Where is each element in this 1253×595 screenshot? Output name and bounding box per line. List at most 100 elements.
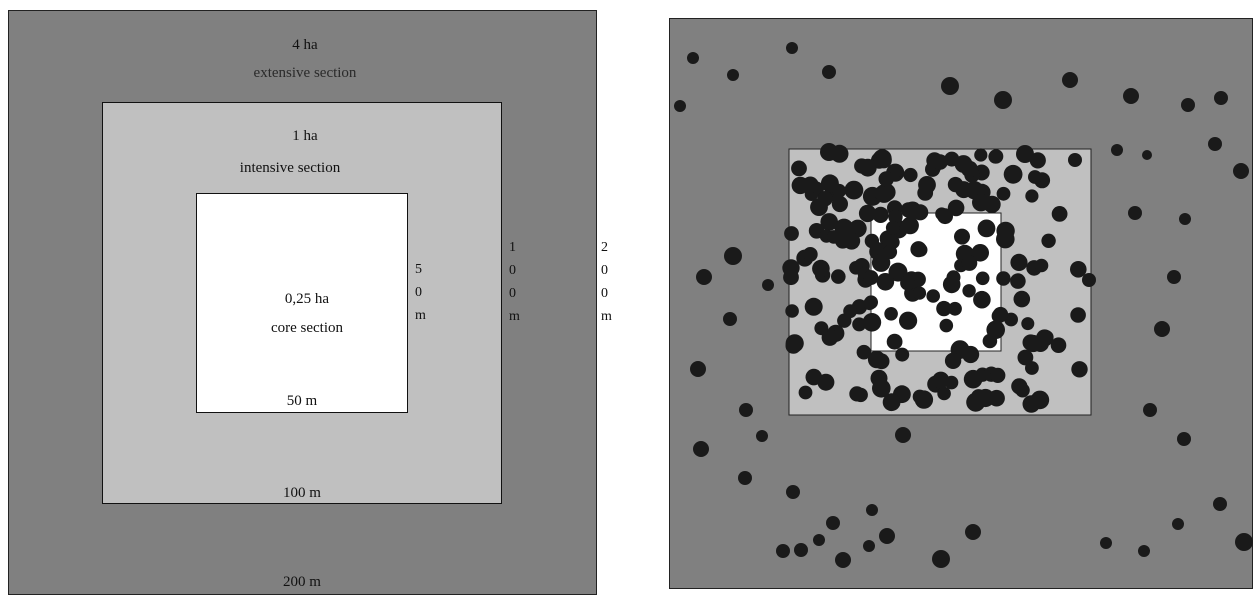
tree-dot: [1041, 233, 1056, 248]
tree-dot: [1214, 91, 1228, 105]
tree-dot: [1181, 98, 1195, 112]
intensive-vertical-char: 0: [509, 263, 516, 278]
tree-dot: [1029, 152, 1046, 169]
tree-dot: [966, 392, 986, 412]
intensive-name-label: intensive section: [239, 160, 341, 176]
tree-dot: [954, 155, 973, 173]
tree-dot: [871, 253, 891, 272]
tree-dot: [866, 504, 878, 516]
tree-dot: [937, 386, 951, 401]
tree-dot: [936, 300, 952, 317]
tree-dot: [972, 193, 990, 212]
tree-dot: [813, 534, 825, 546]
tree-dot: [690, 361, 706, 377]
tree-dot: [1123, 88, 1139, 104]
extensive-side-label: 200 m: [283, 574, 321, 590]
tree-dot: [1015, 383, 1030, 398]
extensive-vertical-char: 0: [601, 263, 608, 278]
tree-dot: [1021, 317, 1035, 331]
tree-dot: [948, 301, 962, 316]
tree-dot: [804, 297, 823, 316]
tree-dot: [872, 379, 891, 398]
tree-dot: [878, 171, 894, 187]
tree-dot: [856, 344, 872, 360]
tree-dot: [1213, 497, 1227, 511]
tree-dot: [724, 247, 742, 265]
tree-dot: [784, 226, 799, 241]
tree-dot: [739, 403, 753, 417]
tree-dot: [961, 255, 978, 271]
tree-dot: [1138, 545, 1150, 557]
tree-dot: [884, 307, 898, 321]
tree-dot: [903, 201, 922, 220]
tree-dot: [1036, 329, 1054, 347]
tree-dot: [1025, 189, 1039, 203]
tree-dot: [826, 516, 840, 530]
tree-dot: [1208, 137, 1222, 151]
tree-dot: [687, 52, 699, 64]
extensive-area-label: 4 ha: [292, 37, 318, 53]
tree-dot: [911, 242, 926, 257]
tree-dot: [965, 524, 981, 540]
intensive-vertical-char: m: [509, 309, 520, 324]
intensive-vertical-char: 0: [509, 286, 516, 301]
intensive-vertical-char: 1: [509, 240, 516, 255]
tree-dot: [849, 386, 865, 402]
tree-dot: [867, 350, 886, 369]
tree-dot: [782, 259, 800, 277]
tree-dot: [944, 352, 962, 369]
tree-dot: [791, 160, 807, 177]
tree-dot: [812, 259, 830, 278]
extensive-vertical-char: 2: [601, 240, 608, 255]
tree-dot: [1010, 273, 1026, 289]
extensive-vertical-char: 0: [601, 286, 608, 301]
tree-dot: [1022, 395, 1041, 413]
tree-dot: [1010, 253, 1028, 271]
tree-dot: [814, 321, 829, 336]
tree-dot: [895, 427, 911, 443]
core-name-label: core section: [270, 320, 344, 336]
tree-dot: [1062, 72, 1078, 88]
tree-dot: [786, 485, 800, 499]
tree-dot: [863, 540, 875, 552]
tree-dot: [1143, 403, 1157, 417]
tree-dot: [963, 369, 983, 389]
tree-dot: [941, 77, 959, 95]
tree-dot: [990, 367, 1006, 383]
tree-dot: [1070, 261, 1087, 278]
extensive-vertical-label: 2 0 0 m: [601, 236, 615, 328]
tree-dot: [727, 69, 739, 81]
tree-dot: [912, 286, 927, 300]
trees-group: [674, 42, 1253, 568]
tree-dot: [875, 152, 892, 169]
tree-dot: [954, 228, 970, 245]
tree-dot: [723, 312, 737, 326]
tree-dot: [1013, 290, 1031, 308]
core-vertical-char: 5: [415, 262, 422, 277]
tree-dot: [996, 186, 1011, 201]
tree-dot: [843, 232, 861, 250]
tree-dot: [863, 297, 877, 311]
tree-dot: [914, 390, 934, 409]
tree-dot: [939, 318, 954, 333]
tree-dot: [817, 191, 833, 207]
tree-dot: [822, 65, 836, 79]
tree-dot: [1128, 206, 1142, 220]
tree-distribution-plot: [669, 18, 1253, 589]
tree-dot: [820, 213, 838, 231]
tree-dot: [817, 373, 835, 391]
tree-dot: [802, 247, 818, 262]
tree-dot: [1034, 258, 1049, 273]
tree-dot: [693, 441, 709, 457]
tree-dot: [1016, 145, 1034, 163]
tree-dot: [1051, 206, 1068, 222]
tree-dot: [1100, 537, 1112, 549]
tree-dot: [996, 271, 1011, 286]
tree-dot: [1235, 533, 1253, 551]
tree-dot: [835, 552, 851, 568]
tree-dot: [975, 271, 990, 286]
tree-dot: [872, 206, 889, 223]
tree-dot: [852, 317, 867, 332]
tree-dot: [974, 148, 988, 162]
tree-dot: [1233, 163, 1249, 179]
